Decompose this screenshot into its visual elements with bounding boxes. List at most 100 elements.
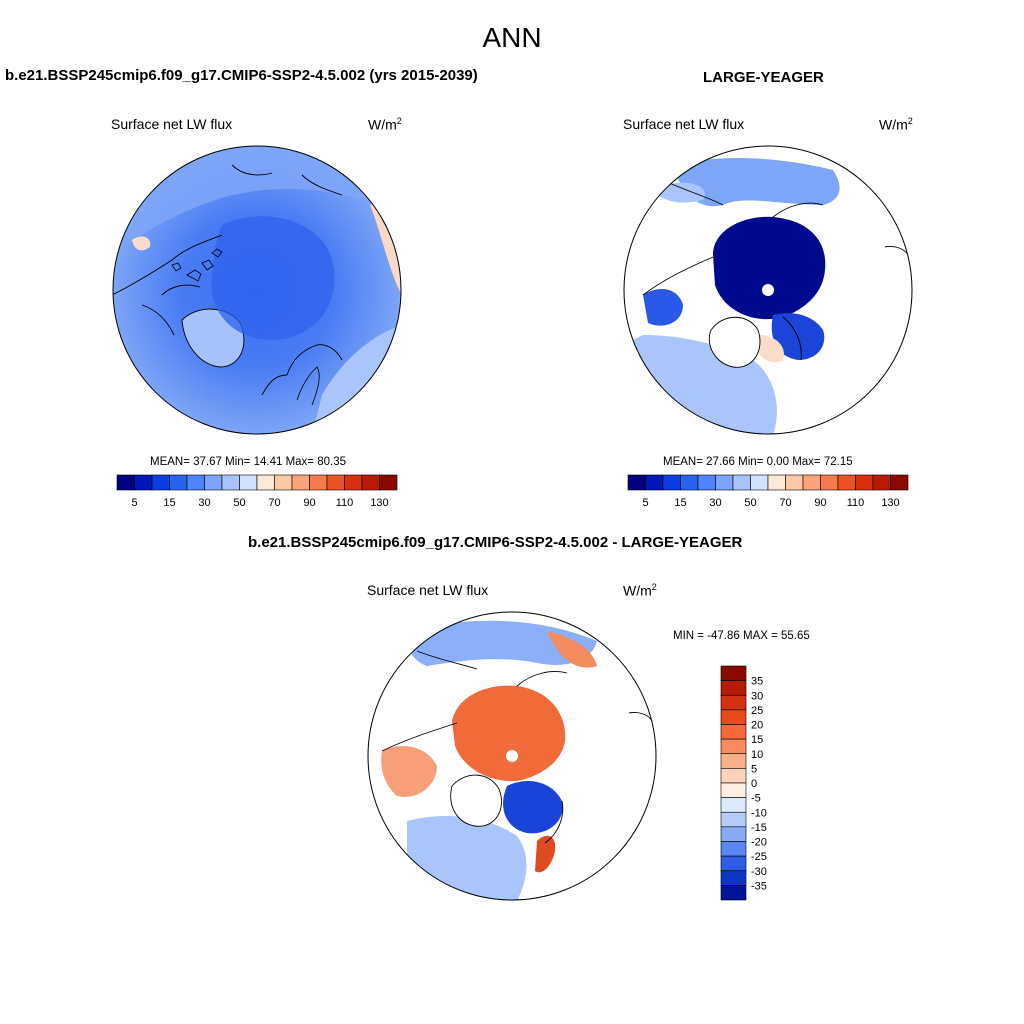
panel-2-colorbar-color-box bbox=[680, 474, 699, 491]
panel-2-units-label: W/m2 bbox=[879, 116, 913, 133]
panel-2-colorbar-tick-label: 70 bbox=[779, 497, 791, 509]
panel-3-colorbar-color-box bbox=[720, 855, 747, 872]
panel-3-colorbar-tick-label: -5 bbox=[751, 793, 761, 805]
panel-3-colorbar-color-box bbox=[720, 738, 747, 755]
panel-2-variable-label: Surface net LW flux bbox=[623, 116, 745, 132]
panel-1-colorbar-color-box bbox=[274, 474, 293, 491]
panel-3-colorbar-color-box bbox=[720, 724, 747, 740]
map-2-arctic-ocean-core bbox=[713, 216, 826, 320]
map-3-coastlines bbox=[381, 650, 568, 844]
panel-1-colorbar-color-box bbox=[116, 474, 135, 491]
panel-2-colorbar-color-box bbox=[627, 474, 646, 491]
panel-3-variable-label: Surface net LW flux bbox=[367, 582, 489, 598]
map-2-pacific-ocean bbox=[673, 158, 840, 207]
panel-1-colorbar-tick-label: 110 bbox=[336, 497, 354, 509]
map-1-boundary bbox=[112, 145, 402, 435]
map-2-atlantic-warm-patch bbox=[753, 334, 784, 363]
map-1-greenland-coastline bbox=[181, 308, 245, 368]
map-3-pacific-warm-edge bbox=[547, 631, 597, 668]
panel-3-colorbar-color-box bbox=[720, 826, 747, 842]
panel-3-colorbar-tick-label: 5 bbox=[751, 763, 757, 775]
panel-1-colorbar-tick-label: 70 bbox=[268, 497, 280, 509]
panel-1-colorbar-color-box bbox=[291, 474, 310, 491]
panel-3-colorbar-tick-label: 25 bbox=[751, 705, 763, 717]
panel-3-colorbar-tick-label: -35 bbox=[751, 880, 767, 892]
panel-2-colorbar-color-box bbox=[890, 474, 909, 491]
panel-1-colorbar-tick-label: 50 bbox=[233, 497, 245, 509]
panel-1-colorbar-tick-label: 30 bbox=[198, 497, 210, 509]
panel-1-units-label: W/m2 bbox=[368, 116, 402, 133]
panel-1-colorbar-color-box bbox=[134, 474, 153, 491]
panel-1-colorbar-tick-label: 15 bbox=[163, 497, 175, 509]
panel-3-colorbar-color-box bbox=[720, 753, 747, 769]
panel-3-colorbar-color-box bbox=[720, 797, 747, 813]
panel-1-colorbar-tick-label: 130 bbox=[370, 497, 388, 509]
panel-3-colorbar-tick-label: -30 bbox=[751, 866, 767, 878]
panel-1-colorbar-color-box bbox=[239, 474, 258, 491]
panel-2-colorbar-color-box bbox=[872, 474, 891, 491]
panel-3-minmax: MIN = -47.86 MAX = 55.65 bbox=[673, 630, 810, 642]
panel-3-colorbar-tick-label: 0 bbox=[751, 778, 757, 790]
panel-2-colorbar-color-box bbox=[750, 474, 769, 491]
panel-1-max-value: 80.35 bbox=[317, 456, 347, 468]
map-1-west-warm-patch bbox=[132, 236, 151, 251]
panel-1-colorbar-color-box bbox=[361, 474, 380, 491]
panel-3-colorbar-tick-label: -15 bbox=[751, 822, 767, 834]
panel-1-colorbar-tick-label: 5 bbox=[131, 497, 137, 509]
panel-1-colorbar-color-box bbox=[309, 474, 328, 491]
map-3-pole-hole bbox=[506, 750, 518, 762]
map-1-archipelago-coastline bbox=[171, 248, 223, 282]
panel-3-colorbar-color-box bbox=[720, 665, 747, 681]
map-2-island-outline bbox=[884, 246, 909, 256]
map-2-pole-hole bbox=[762, 284, 774, 296]
panel-3-colorbar-tick-label: 10 bbox=[751, 749, 763, 761]
map-3-norway-warm-strip bbox=[535, 835, 556, 873]
panel-1-max-label: Max= bbox=[285, 456, 315, 468]
panel-3-colorbar: 35 30 25 20 15 10 5 0 -5 -10 -15 -20 -25 -30 -35 bbox=[720, 665, 767, 901]
panel-3-colorbar-tick-label: -10 bbox=[751, 807, 767, 819]
panel-3-colorbar-color-box bbox=[720, 768, 747, 784]
panel-3-colorbar-color-box bbox=[720, 841, 747, 857]
panel-3-colorbar-color-box bbox=[720, 694, 747, 711]
map-1-outer-light-band bbox=[113, 146, 401, 255]
page-title: ANN bbox=[482, 22, 542, 53]
map-3-polar-plot bbox=[367, 611, 657, 901]
panel-1-colorbar-color-box bbox=[256, 474, 275, 491]
map-3-arctic-warm-core bbox=[452, 685, 566, 782]
panel-2-colorbar-color-box bbox=[837, 474, 856, 491]
panel-2-colorbar-color-box bbox=[855, 474, 874, 491]
panel-2-mean-label: MEAN= bbox=[663, 456, 703, 468]
map-3-island-outline bbox=[628, 712, 653, 722]
panel-2-max-value: 72.15 bbox=[823, 456, 853, 468]
panel-1-colorbar: 5 15 30 50 70 90 110 130 bbox=[116, 474, 398, 509]
panel-2-colorbar-color-box bbox=[820, 474, 839, 491]
panel-2-colorbar: 5 15 30 50 70 90 110 130 bbox=[627, 474, 909, 509]
panel-2-mean-value: 27.66 bbox=[706, 456, 735, 468]
panel-2-colorbar-tick-label: 30 bbox=[709, 497, 721, 509]
panel-3-title: b.e21.BSSP245cmip6.f09_g17.CMIP6-SSP2-4.… bbox=[248, 534, 743, 551]
panel-3-colorbar-tick-label: 15 bbox=[751, 734, 763, 746]
panel-1-colorbar-color-box bbox=[186, 474, 205, 491]
panel-3-colorbar-color-box bbox=[720, 680, 747, 696]
panel-2-colorbar-tick-label: 5 bbox=[642, 497, 648, 509]
panel-3-colorbar-tick-label: 20 bbox=[751, 720, 763, 732]
map-3-boundary bbox=[367, 611, 657, 901]
map-1-arctic-core bbox=[211, 216, 335, 340]
panel-1-colorbar-color-box bbox=[379, 474, 398, 491]
panel-2-min-label: Min= bbox=[738, 456, 764, 468]
map-2-coastlines bbox=[642, 179, 824, 361]
panel-1-colorbar-color-box bbox=[151, 474, 170, 491]
map-2-boundary bbox=[623, 145, 913, 435]
panel-3-units-label: W/m2 bbox=[623, 582, 657, 599]
panel-1-mean-label: MEAN= bbox=[150, 456, 190, 468]
panel-3-colorbar-color-box bbox=[720, 870, 747, 886]
panel-2-colorbar-tick-label: 130 bbox=[881, 497, 899, 509]
panel-2-colorbar-color-box bbox=[715, 474, 734, 491]
panel-3-colorbar-color-box bbox=[720, 885, 747, 901]
map-1-eurasia-coastline bbox=[231, 164, 343, 396]
map-3-west-warm-region bbox=[381, 746, 437, 797]
panel-1-colorbar-color-box bbox=[221, 474, 240, 491]
panel-3-colorbar-tick-label: 30 bbox=[751, 690, 763, 702]
panel-1-variable-label: Surface net LW flux bbox=[111, 116, 233, 132]
panel-2-colorbar-color-box bbox=[732, 474, 751, 491]
